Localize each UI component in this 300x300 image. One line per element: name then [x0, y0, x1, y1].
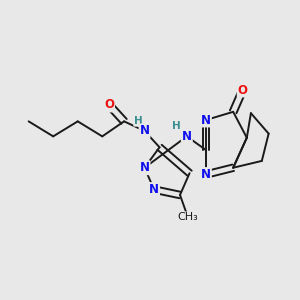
Text: O: O	[104, 98, 114, 112]
Text: N: N	[140, 124, 149, 137]
Text: N: N	[201, 168, 211, 181]
Text: N: N	[201, 113, 211, 127]
Text: N: N	[140, 161, 149, 174]
Text: N: N	[149, 183, 159, 196]
Text: H: H	[134, 116, 143, 126]
Text: O: O	[238, 83, 248, 97]
Text: N: N	[182, 130, 192, 143]
Text: CH₃: CH₃	[178, 212, 199, 222]
Text: H: H	[172, 121, 180, 131]
